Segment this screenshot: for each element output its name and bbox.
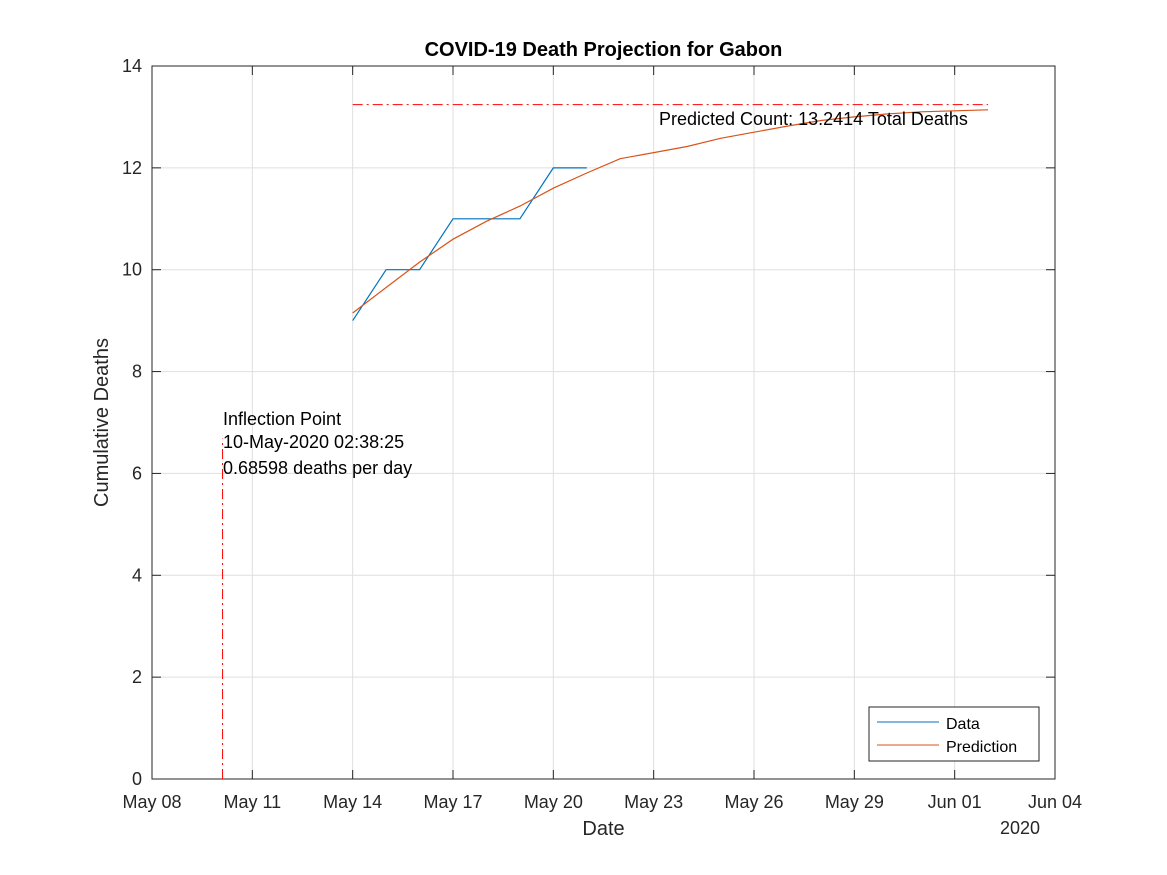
series-line-prediction <box>352 109 989 314</box>
x-tick-label: May 26 <box>724 792 783 812</box>
legend: Data Prediction <box>868 706 1040 762</box>
legend-box <box>868 706 1040 762</box>
plot-area-frame <box>151 65 1056 780</box>
series-lines <box>352 109 989 321</box>
x-tick-label: May 23 <box>624 792 683 812</box>
legend-label-prediction: Prediction <box>946 739 1017 756</box>
y-tick-label: 14 <box>122 56 142 76</box>
x-axis-year-label: 2020 <box>1000 818 1040 838</box>
y-axis-label: Cumulative Deaths <box>91 338 113 507</box>
inflection-title-annotation: Inflection Point <box>223 409 341 429</box>
x-tick-label: May 29 <box>825 792 884 812</box>
predicted-count-annotation: Predicted Count: 13.2414 Total Deaths <box>659 109 968 129</box>
x-tick-label: Jun 04 <box>1028 792 1082 812</box>
y-tick-label: 2 <box>132 667 142 687</box>
y-tick-label: 4 <box>132 565 142 585</box>
inflection-rate-annotation: 0.68598 deaths per day <box>223 458 412 478</box>
axis-ticks: May 08 May 11 May 14 May 17 May 20 May 23 May … <box>122 56 1082 812</box>
reference-lines <box>222 104 989 779</box>
inflection-date-annotation: 10-May-2020 02:38:25 <box>223 432 404 452</box>
x-tick-label: May 08 <box>122 792 181 812</box>
legend-label-data: Data <box>946 716 980 733</box>
y-tick-label: 6 <box>132 463 142 483</box>
y-tick-label: 10 <box>122 260 142 280</box>
x-tick-label: May 14 <box>323 792 382 812</box>
x-tick-label: May 11 <box>223 792 281 812</box>
x-tick-label: Jun 01 <box>928 792 982 812</box>
y-tick-label: 8 <box>132 362 142 382</box>
x-axis-label: Date <box>582 818 624 840</box>
x-tick-label: May 20 <box>524 792 583 812</box>
x-tick-label: May 17 <box>423 792 482 812</box>
series-line-data <box>352 167 587 321</box>
y-tick-label: 12 <box>122 158 142 178</box>
y-tick-label: 0 <box>132 769 142 789</box>
chart-title: COVID-19 Death Projection for Gabon <box>425 39 783 61</box>
